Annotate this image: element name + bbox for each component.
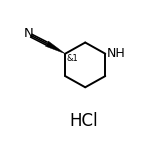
Text: &1: &1 — [67, 54, 79, 63]
Text: N: N — [24, 27, 34, 40]
Text: HCl: HCl — [70, 112, 98, 130]
Text: NH: NH — [107, 47, 126, 60]
Polygon shape — [46, 41, 65, 54]
